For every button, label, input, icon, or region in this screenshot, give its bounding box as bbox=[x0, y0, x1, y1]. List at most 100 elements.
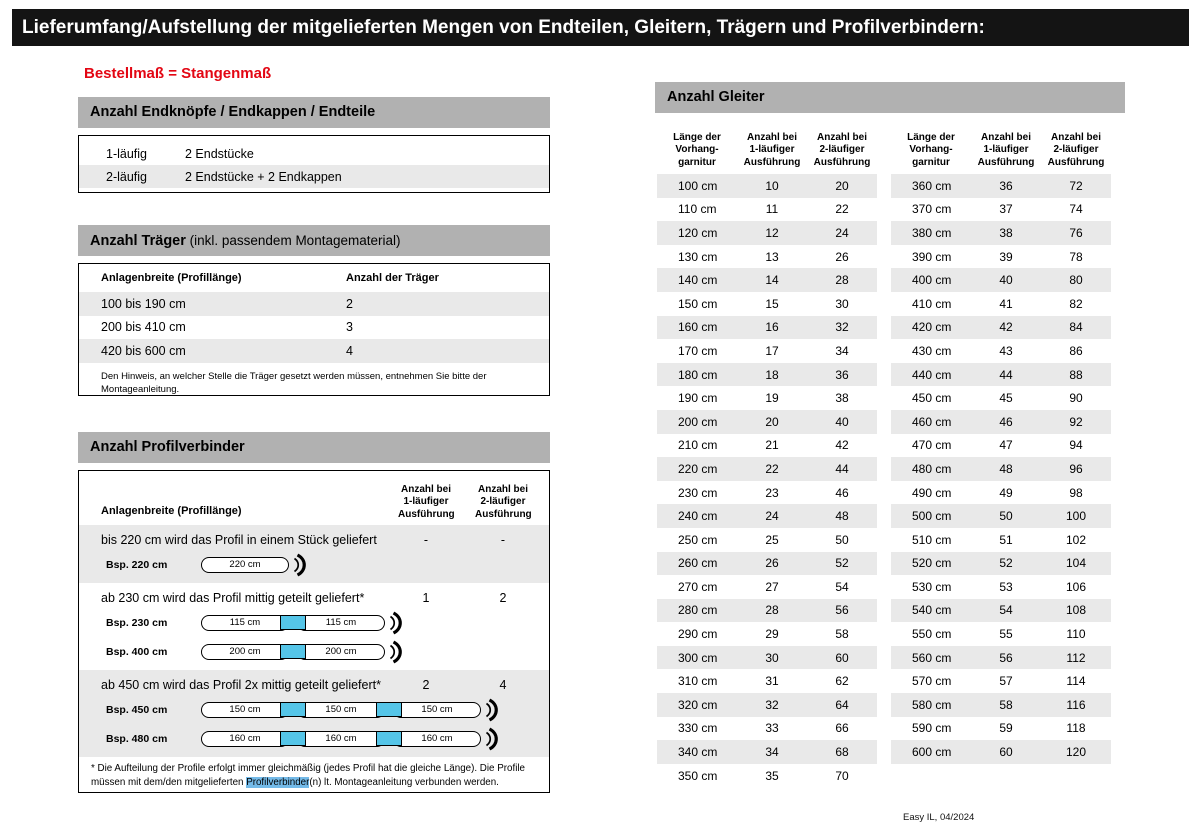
gleiter-count-2-laeufig: 40 bbox=[835, 414, 849, 429]
count-2-laeufig: - bbox=[500, 533, 506, 547]
gleiter-row: 320 cm 32 64 bbox=[657, 693, 877, 717]
gleiter-count-2-laeufig: 26 bbox=[835, 249, 849, 264]
gleiter-length: 150 cm bbox=[678, 296, 718, 311]
gleiter-count-2-laeufig: 60 bbox=[835, 650, 849, 665]
profile-example: Bsp. 450 cm 150 cm 150 cm 150 cm bbox=[79, 695, 549, 724]
traeger-table: Anlagenbreite (Profillänge) Anzahl der T… bbox=[78, 263, 550, 396]
gleiter-row: 360 cm 36 72 bbox=[891, 174, 1111, 198]
gleiter-count-1-laeufig: 56 bbox=[999, 650, 1013, 665]
gleiter-count-1-laeufig: 18 bbox=[765, 367, 779, 382]
gleiter-row: 150 cm 15 30 bbox=[657, 292, 877, 316]
gleiter-count-2-laeufig: 90 bbox=[1069, 391, 1083, 406]
gleiter-length: 230 cm bbox=[678, 485, 718, 500]
example-label: Bsp. 480 cm bbox=[106, 732, 168, 745]
gleiter-count-1-laeufig: 46 bbox=[999, 414, 1013, 429]
gleiter-count-1-laeufig: 14 bbox=[765, 273, 779, 288]
traeger-row: 100 bis 190 cm 2 bbox=[79, 292, 549, 316]
gleiter-row: 210 cm 21 42 bbox=[657, 434, 877, 458]
page-title: Lieferumfang/Aufstellung der mitgeliefer… bbox=[12, 9, 1189, 46]
col-anlagenbreite: Anlagenbreite (Profillänge) bbox=[101, 505, 242, 517]
gleiter-length: 550 cm bbox=[912, 627, 952, 642]
rod-segment: 160 cm bbox=[201, 730, 289, 747]
gleiter-length: 560 cm bbox=[912, 650, 952, 665]
traeger-rows: 100 bis 190 cm 2 200 bis 410 cm 3 420 bis 60… bbox=[79, 292, 549, 363]
document-version: Easy IL, 04/2024 bbox=[903, 812, 975, 823]
example-label: Bsp. 450 cm bbox=[106, 703, 168, 716]
rod-segment-length: 160 cm bbox=[421, 733, 453, 744]
gleiter-count-2-laeufig: 66 bbox=[835, 721, 849, 736]
rod-segment: 200 cm bbox=[201, 643, 289, 660]
gleiter-length: 340 cm bbox=[678, 745, 718, 760]
gleiter-count-1-laeufig: 35 bbox=[765, 768, 779, 783]
traeger-count: 3 bbox=[346, 320, 353, 335]
gleiter-count-2-laeufig: 48 bbox=[835, 509, 849, 524]
gleiter-count-1-laeufig: 44 bbox=[999, 367, 1013, 382]
profile-rod-diagram: 200 cm 200 cm bbox=[201, 640, 403, 664]
gleiter-length: 370 cm bbox=[912, 202, 952, 217]
gleiter-count-1-laeufig: 40 bbox=[999, 273, 1013, 288]
gleiter-row: 340 cm 34 68 bbox=[657, 740, 877, 764]
profilverbinder-rule-text: bis 220 cm wird das Profil in einem Stüc… bbox=[101, 533, 377, 547]
gleiter-count-1-laeufig: 28 bbox=[765, 603, 779, 618]
footnote-text-end: (n) lt. Montageanleitung verbunden werde… bbox=[309, 776, 499, 788]
gleiter-length: 180 cm bbox=[678, 367, 718, 382]
rod-segment: 160 cm bbox=[297, 730, 385, 747]
gleiter-row: 240 cm 24 48 bbox=[657, 504, 877, 528]
gleiter-count-2-laeufig: 44 bbox=[835, 461, 849, 476]
profilverbinder-connector-icon bbox=[280, 731, 306, 746]
gleiter-count-2-laeufig: 104 bbox=[1065, 556, 1087, 571]
gleiter-length: 540 cm bbox=[912, 603, 952, 618]
rod-endcap-icon bbox=[389, 611, 402, 634]
traeger-range: 420 bis 600 cm bbox=[101, 343, 186, 358]
gleiter-count-2-laeufig: 38 bbox=[835, 391, 849, 406]
gleiter-count-1-laeufig: 13 bbox=[765, 249, 779, 264]
gleiter-row: 430 cm 43 86 bbox=[891, 339, 1111, 363]
gleiter-count-2-laeufig: 32 bbox=[835, 320, 849, 335]
gleiter-length: 510 cm bbox=[912, 532, 952, 547]
rod-segment-length: 150 cm bbox=[229, 704, 261, 715]
col-2-laeufig: Anzahl bei 2-läufiger Ausführung bbox=[475, 483, 532, 520]
gleiter-count-1-laeufig: 52 bbox=[999, 556, 1013, 571]
endteile-row: 2-läufig 2 Endstücke + 2 Endkappen bbox=[79, 165, 549, 188]
gleiter-row: 400 cm 40 80 bbox=[891, 268, 1111, 292]
gleiter-count-1-laeufig: 48 bbox=[999, 461, 1013, 476]
traeger-count: 4 bbox=[346, 343, 353, 358]
traeger-row: 200 bis 410 cm 3 bbox=[79, 316, 549, 340]
gleiter-row: 310 cm 31 62 bbox=[657, 669, 877, 693]
gleiter-count-1-laeufig: 24 bbox=[765, 509, 779, 524]
rod-segment-length: 200 cm bbox=[229, 646, 261, 657]
count-1-laeufig: - bbox=[423, 533, 429, 547]
count-1-laeufig: 1 bbox=[422, 591, 430, 605]
gleiter-count-1-laeufig: 59 bbox=[999, 721, 1013, 736]
gleiter-count-1-laeufig: 15 bbox=[765, 296, 779, 311]
gleiter-row: 300 cm 30 60 bbox=[657, 645, 877, 670]
traeger-note: Den Hinweis, an welcher Stelle die Träge… bbox=[101, 370, 487, 395]
col-1-laeufig: Anzahl bei 1-läufiger Ausführung bbox=[398, 483, 455, 520]
gleiter-count-2-laeufig: 28 bbox=[835, 273, 849, 288]
endteile-row: 1-läufig 2 Endstücke bbox=[79, 142, 549, 165]
count-2-laeufig: 4 bbox=[499, 678, 507, 692]
gleiter-row: 380 cm 38 76 bbox=[891, 221, 1111, 245]
footnote-text: * Die Aufteilung der Profile erfolgt imm… bbox=[91, 763, 525, 788]
gleiter-length: 110 cm bbox=[678, 202, 717, 217]
gleiter-count-2-laeufig: 52 bbox=[835, 556, 849, 571]
profilverbinder-rule: ab 230 cm wird das Profil mittig geteilt… bbox=[79, 588, 549, 608]
gleiter-length: 130 cm bbox=[678, 249, 718, 264]
profilverbinder-section: ab 230 cm wird das Profil mittig geteilt… bbox=[79, 583, 549, 670]
endteile-value: 2 Endstücke bbox=[185, 146, 254, 161]
col-1-laeufig: Anzahl bei 1-läufiger Ausführung bbox=[743, 131, 801, 168]
gleiter-row: 420 cm 42 84 bbox=[891, 315, 1111, 340]
gleiter-length: 290 cm bbox=[678, 627, 718, 642]
gleiter-count-2-laeufig: 106 bbox=[1065, 579, 1087, 594]
rod-endcap-icon bbox=[389, 640, 402, 663]
gleiter-length: 100 cm bbox=[678, 178, 718, 193]
col-anzahl-traeger: Anzahl der Träger bbox=[346, 272, 439, 284]
gleiter-count-2-laeufig: 108 bbox=[1065, 603, 1087, 618]
gleiter-count-1-laeufig: 10 bbox=[765, 178, 779, 193]
endteile-section-header: Anzahl Endknöpfe / Endkappen / Endteile bbox=[78, 97, 550, 128]
profile-rod-diagram: 115 cm 115 cm bbox=[201, 611, 403, 635]
gleiter-count-2-laeufig: 20 bbox=[835, 178, 849, 193]
gleiter-count-1-laeufig: 21 bbox=[765, 438, 779, 453]
gleiter-row: 270 cm 27 54 bbox=[657, 575, 877, 599]
